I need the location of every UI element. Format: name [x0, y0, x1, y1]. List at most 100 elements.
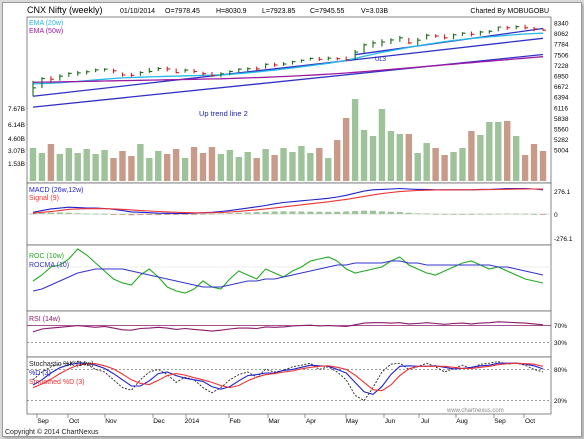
- volume-bar: [378, 109, 386, 181]
- volume-bar: [29, 148, 37, 181]
- macd-histogram-bar: [531, 214, 538, 215]
- x-tick-label: Nov: [105, 418, 117, 425]
- stoch-d-line: [32, 362, 544, 396]
- macd-histogram-bar: [414, 213, 421, 215]
- volume-bar: [512, 136, 520, 181]
- macd-histogram-bar: [513, 213, 520, 215]
- header-close: C=7945.55: [310, 8, 345, 15]
- x-tick-label: Dec: [153, 418, 165, 425]
- price-tick-label: 5560: [554, 127, 569, 134]
- macd-histogram-bar: [432, 213, 439, 215]
- price-tick-label: 6950: [554, 74, 569, 81]
- rocma-line: [32, 260, 544, 292]
- price-bars: [32, 24, 546, 97]
- macd-histogram-bar: [47, 212, 54, 214]
- volume-bar: [423, 143, 430, 181]
- x-tick-label: Jun: [385, 418, 396, 425]
- volume-bar: [459, 148, 466, 181]
- macd-histogram-bar: [343, 211, 350, 214]
- volume-bar: [155, 151, 162, 181]
- x-tick-label: Aug: [456, 418, 468, 425]
- macd-histogram-bar: [396, 212, 403, 214]
- volume-bar: [164, 154, 171, 181]
- volume-bar: [74, 153, 81, 181]
- header-volume: V=3.03B: [361, 8, 388, 15]
- ema20-line: [32, 32, 544, 85]
- volume-bar: [414, 153, 421, 181]
- macd-histogram-bar: [208, 213, 215, 215]
- legend-ema50: EMA (50w): [29, 28, 63, 35]
- series-lines: [32, 27, 544, 402]
- macd-histogram-bar: [387, 211, 394, 214]
- roc-panel: [26, 244, 552, 312]
- macd-tick-label: 276.1: [554, 189, 571, 196]
- volume-bar: [396, 134, 404, 181]
- macd-histogram-bar: [495, 213, 502, 215]
- legend-stochk: Stochastic %K (14w): [29, 361, 94, 368]
- x-tick-label: Sep: [494, 418, 506, 425]
- annotation-uptrend2: Up trend line 2: [199, 109, 248, 118]
- volume-bar: [351, 99, 359, 181]
- volume-bar: [271, 155, 278, 181]
- macd-histogram-bar: [271, 211, 278, 214]
- volume-bar: [405, 134, 412, 181]
- macd-histogram-bar: [352, 211, 359, 214]
- macd-histogram-bar: [486, 213, 493, 215]
- x-tick-label: Mar: [268, 418, 280, 425]
- volume-bar: [486, 122, 493, 181]
- legend-stochd: %D (3): [29, 370, 51, 377]
- volume-tick-label: 1.53B: [8, 161, 25, 168]
- macd-histogram-bar: [119, 214, 126, 215]
- macd-histogram-bar: [441, 213, 448, 215]
- macd-histogram-bar: [289, 211, 296, 214]
- legend-signal: Signal (9): [29, 195, 59, 202]
- macd-histogram-bar: [522, 213, 529, 215]
- signal-line: [32, 188, 544, 214]
- chart-svg: 8340 8062 7784 7506 7228 6950 6672 6394 6116 5838…: [5, 5, 573, 436]
- header-date: 01/10/2014: [120, 8, 155, 15]
- trend-line: [32, 37, 544, 97]
- volume-bar: [181, 158, 189, 181]
- x-tick-label: Oct: [525, 418, 535, 425]
- volume-bar: [280, 148, 287, 181]
- price-tick-label: 7228: [554, 63, 569, 70]
- volume-bar: [244, 152, 251, 181]
- macd-histogram-bar: [164, 214, 171, 215]
- stoch-k-line: [32, 361, 544, 402]
- volume-bar: [441, 155, 448, 181]
- macd-histogram-bar: [200, 213, 206, 215]
- volume-bar: [477, 135, 484, 181]
- price-tick-label: 8062: [554, 31, 569, 38]
- x-tick-label: Apr: [306, 418, 317, 425]
- legend-stochsd: Smoothed %D (3): [29, 379, 85, 386]
- symbol-title: CNX Nifty (weekly): [27, 5, 103, 15]
- annotation-ul3: UL3: [375, 57, 387, 63]
- stoch-panel: [26, 356, 552, 415]
- volume-bar: [199, 153, 207, 181]
- volume-bar: [65, 148, 72, 181]
- macd-histogram-bar: [235, 212, 242, 214]
- macd-histogram-bar: [504, 213, 511, 215]
- macd-tick-label: -276.1: [554, 236, 573, 243]
- macd-histogram-bar: [38, 212, 45, 214]
- x-tick-label: Feb: [229, 418, 241, 425]
- macd-histogram-bar: [110, 214, 117, 215]
- price-tick-label: 5282: [554, 137, 569, 144]
- volume-bar: [369, 136, 377, 181]
- macd-histogram-bar: [370, 210, 376, 214]
- stoch-tick-label: 20%: [554, 398, 567, 405]
- macd-histogram-bar: [217, 213, 224, 215]
- macd-histogram-bar: [173, 214, 180, 215]
- footer-copyright: Copyright © 2014 ChartNexus: [5, 428, 99, 436]
- x-tick-label: May: [346, 418, 359, 425]
- macd-histogram-bar: [244, 212, 251, 214]
- rsi-tick-label: 70%: [554, 323, 567, 330]
- volume-bar: [47, 144, 55, 181]
- macd-histogram-bar: [361, 210, 368, 214]
- macd-histogram-bar: [182, 214, 189, 215]
- legend-rsi: RSI (14w): [29, 316, 60, 323]
- volume-bar: [172, 149, 180, 181]
- macd-histogram-bar: [280, 211, 287, 214]
- volume-bar: [298, 146, 305, 181]
- volume-bar: [387, 131, 395, 181]
